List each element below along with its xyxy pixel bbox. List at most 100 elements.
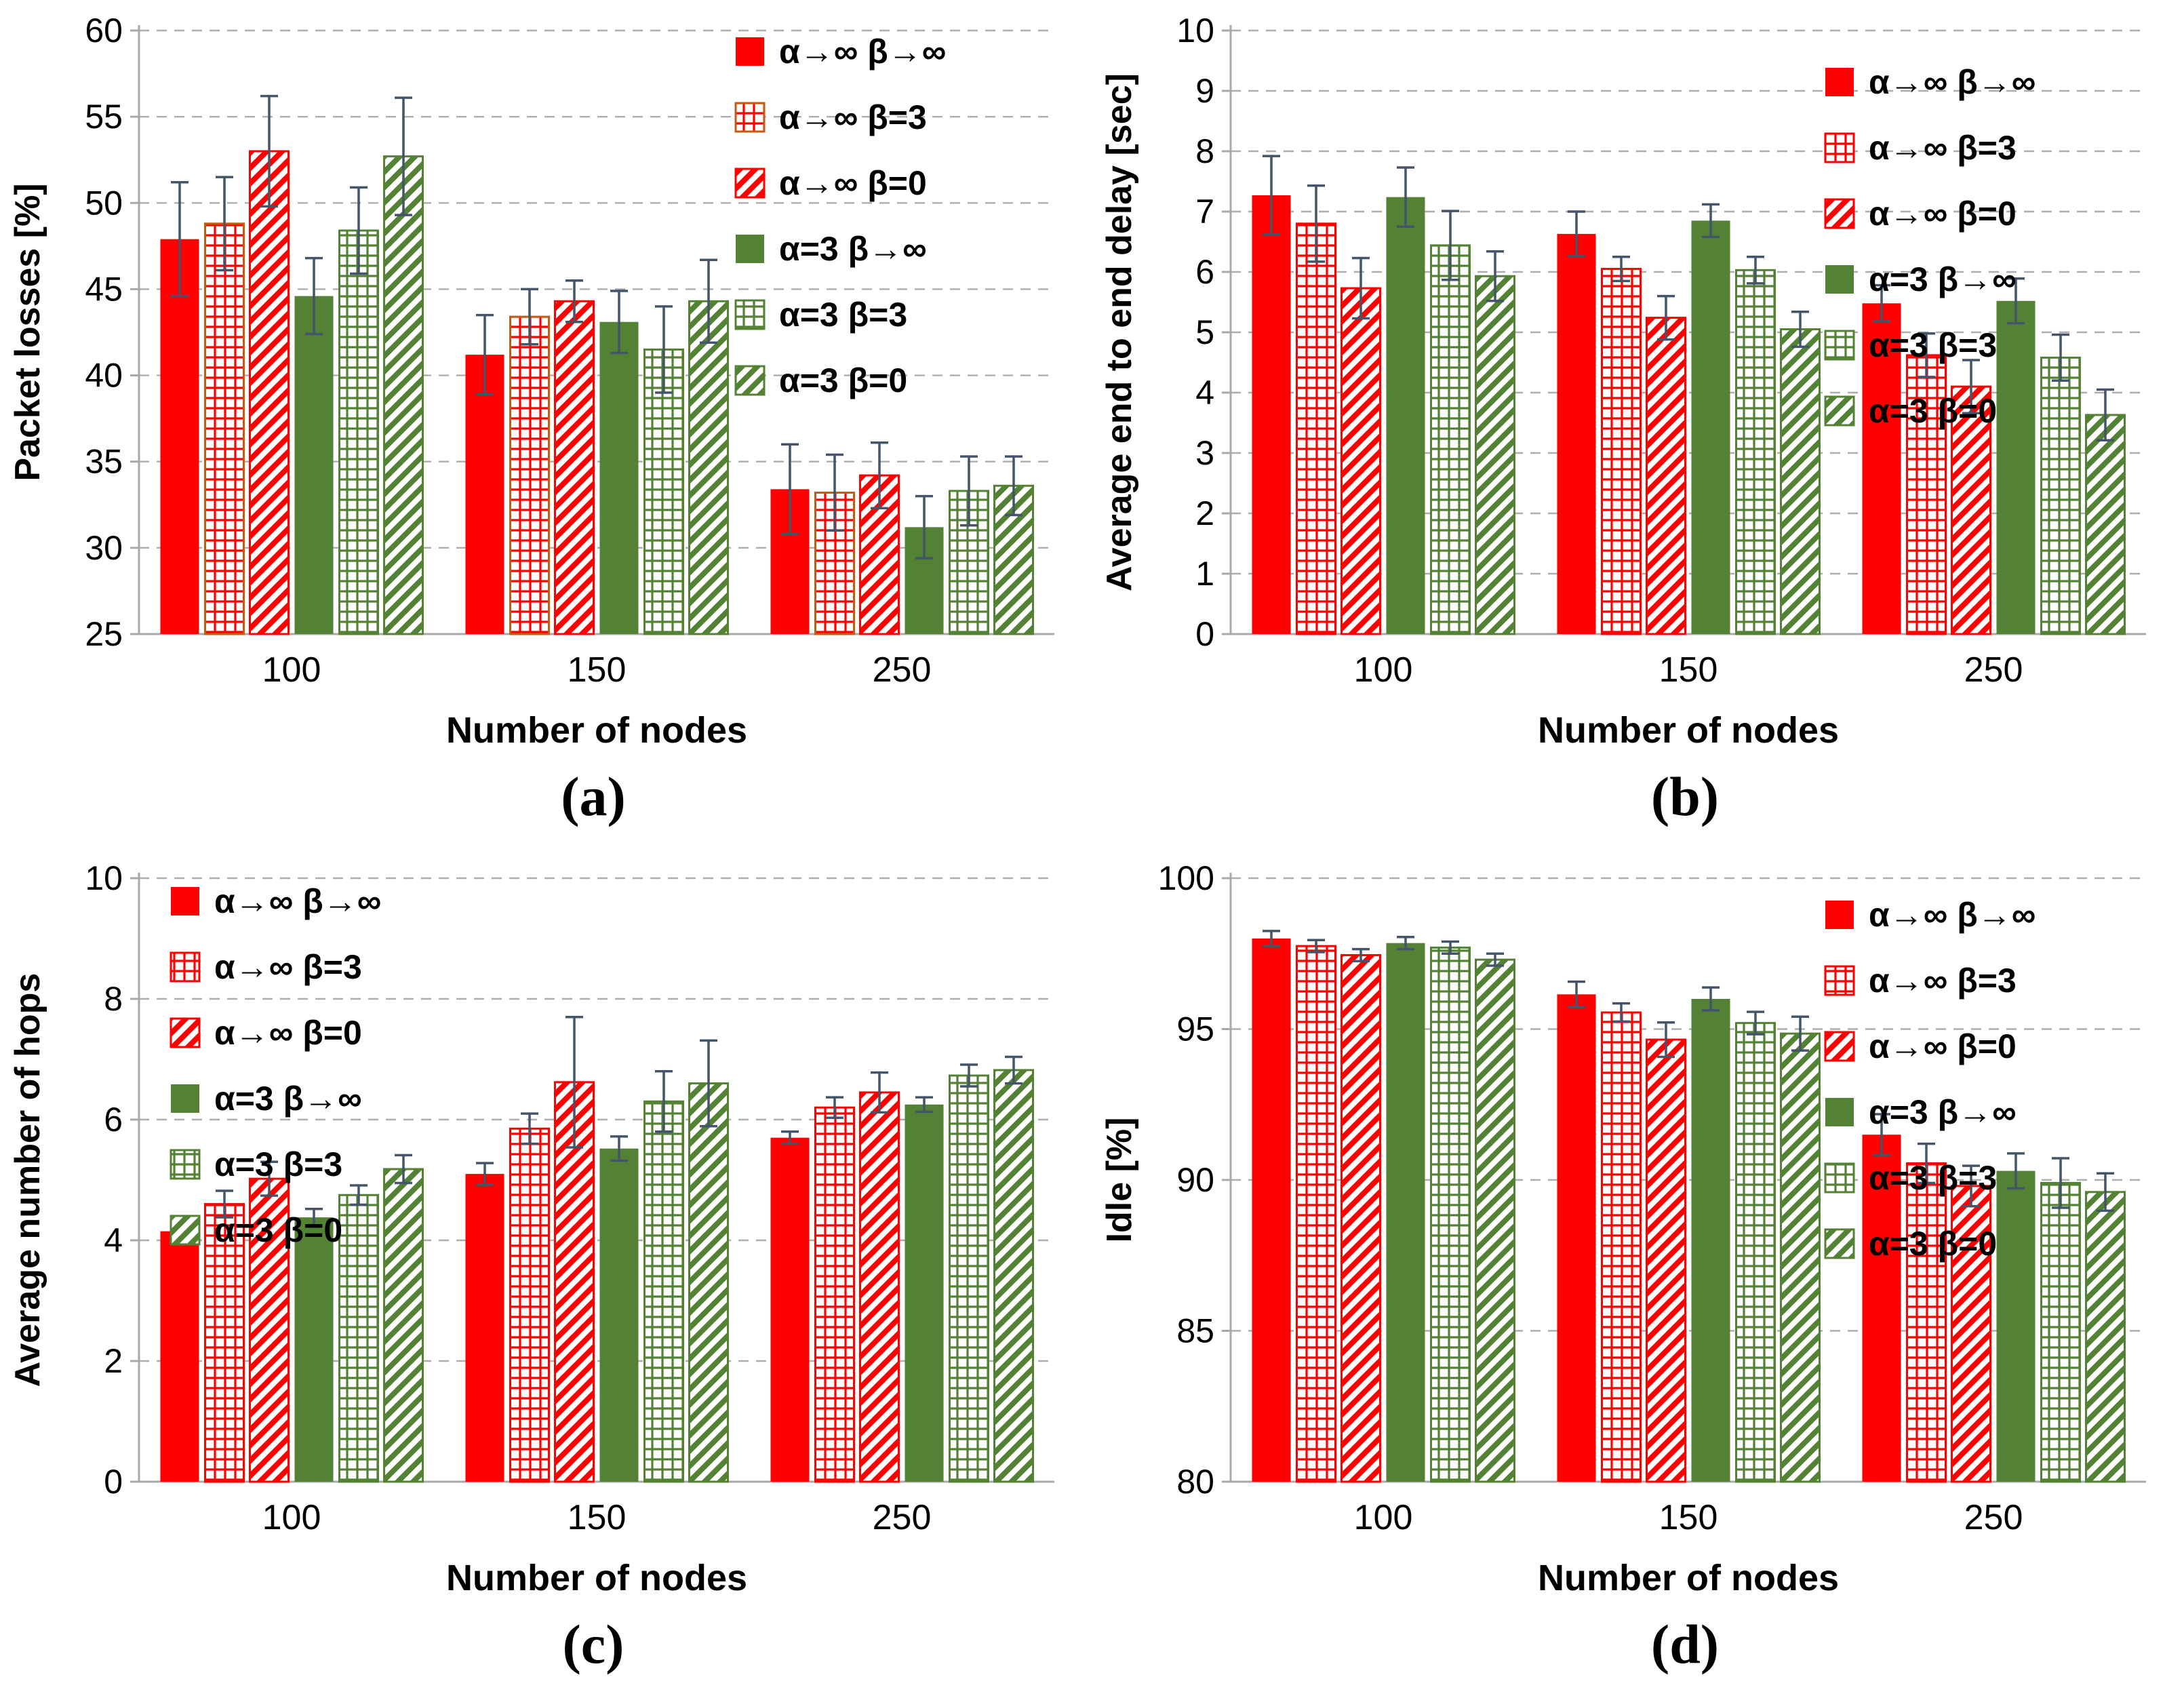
legend-label: α→∞ β=0 (779, 164, 927, 202)
x-tick-label: 100 (1354, 1498, 1413, 1537)
caption-c: (c) (562, 1613, 624, 1675)
bar-red-grid-100 (204, 1203, 245, 1483)
legend-label: α→∞ β=3 (214, 948, 362, 986)
x-tick-label: 250 (873, 650, 932, 690)
gridlines (1231, 877, 2146, 1332)
legend-label: α=3 β→∞ (1869, 1093, 2017, 1131)
gridlines (139, 29, 1054, 549)
legend-label: α→∞ β→∞ (214, 882, 381, 920)
x-axis-labels: 100 150 250 (1354, 650, 2023, 690)
panel-a: 25 30 35 40 45 50 55 60 100 150 250 Number of nodes… (0, 0, 1092, 848)
legend-swatch-green-solid (1825, 1098, 1854, 1126)
legend-label: α=3 β→∞ (1869, 260, 2017, 298)
y-tick-label: 8 (104, 980, 123, 1018)
bar-red-grid-150 (1601, 1011, 1642, 1483)
bar-green-grid-100 (1430, 244, 1471, 635)
error-bars (1263, 155, 2114, 442)
bar-green-grid-150 (1735, 1022, 1776, 1483)
bar-red-grid-150 (509, 315, 550, 635)
x-axis-labels: 100 150 250 (262, 650, 932, 690)
bar-red-solid-250 (1862, 1135, 1901, 1482)
caption-d: (d) (1650, 1613, 1720, 1675)
legend-swatch-green-grid (170, 1149, 201, 1180)
legend-label: α=3 β→∞ (779, 230, 927, 268)
bars (160, 1069, 1034, 1483)
bar-green-solid-150 (1691, 999, 1730, 1482)
legend-swatch-red-grid (170, 951, 201, 983)
bar-red-solid-150 (1557, 233, 1596, 634)
bar-green-grid-150 (643, 1100, 684, 1483)
legend-swatch-red-diag (1824, 1031, 1855, 1062)
bar-red-grid-150 (1601, 268, 1642, 635)
bars (1252, 939, 2126, 1483)
panel-d: 80 85 90 95 100 100 150 250 Number of nodes Idle … (1092, 848, 2183, 1695)
bar-red-diag-250 (1951, 385, 1991, 635)
bar-red-grid-250 (1906, 1162, 1947, 1483)
bar-green-solid-100 (294, 296, 334, 634)
x-axis-labels: 100 150 250 (262, 1498, 932, 1537)
bar-red-solid-100 (1252, 195, 1291, 635)
chart-b: 0 1 2 3 4 5 6 7 8 9 10 100 150 250 Number of nodes Aver… (1100, 12, 2146, 751)
bar-red-diag-250 (1951, 1185, 1991, 1483)
bar-green-grid-100 (338, 229, 379, 635)
legend-label: α=3 β=0 (779, 361, 907, 399)
bar-green-diag-250 (2085, 1191, 2126, 1483)
bar-green-grid-100 (1430, 946, 1471, 1483)
bar-red-solid-100 (160, 239, 199, 635)
y-tick-label: 50 (85, 184, 123, 222)
legend-swatch-red-grid (1824, 132, 1855, 163)
legend-label: α→∞ β=0 (214, 1014, 362, 1052)
y-tick-label: 1 (1195, 555, 1214, 593)
y-axis-ticks: 25 30 35 40 45 50 55 60 (85, 12, 139, 653)
legend-label: α=3 β=0 (214, 1211, 342, 1249)
y-tick-label: 0 (104, 1463, 123, 1501)
y-tick-label: 85 (1176, 1312, 1214, 1350)
chart-a: 25 30 35 40 45 50 55 60 100 150 250 Number of nodes… (8, 12, 1054, 751)
legend-label: α=3 β→∞ (214, 1080, 362, 1118)
y-tick-label: 95 (1176, 1010, 1214, 1048)
legend-swatch-red-solid (736, 37, 764, 66)
bar-green-diag-250 (2085, 414, 2126, 635)
bar-red-solid-150 (1557, 994, 1596, 1482)
legend-swatch-green-diag (170, 1215, 201, 1246)
y-tick-label: 7 (1195, 193, 1214, 231)
legend-label: α=3 β=3 (779, 296, 907, 334)
legend-swatch-green-solid (736, 235, 764, 263)
gridlines (139, 877, 1054, 1362)
x-tick-label: 250 (873, 1498, 932, 1537)
legend-label: α=3 β=3 (1869, 1159, 1997, 1197)
y-axis-ticks: 0 2 4 6 8 10 (85, 859, 139, 1501)
y-tick-label: 40 (85, 357, 123, 395)
y-tick-label: 25 (85, 615, 123, 653)
bar-red-grid-100 (1296, 945, 1336, 1483)
legend-label: α→∞ β=0 (1869, 1027, 2017, 1065)
y-tick-label: 10 (1176, 12, 1214, 50)
bar-green-solid-100 (1386, 197, 1425, 634)
bar-red-grid-100 (1296, 222, 1336, 635)
bar-green-grid-250 (2040, 356, 2081, 635)
bar-green-solid-250 (1996, 300, 2036, 634)
y-tick-label: 2 (1195, 494, 1214, 532)
legend-swatch-red-diag (1824, 198, 1855, 229)
x-axis-title: Number of nodes (1538, 1558, 1839, 1598)
caption-b: (b) (1650, 766, 1720, 827)
error-bars (171, 1015, 1022, 1244)
legend: α→∞ β→∞ α→∞ β=3 α→∞ β=0 α=3 β→∞ α=3 β=3 α=3 β… (1824, 63, 2036, 430)
legend-label: α→∞ β=0 (1869, 195, 2017, 233)
legend: α→∞ β→∞ α→∞ β=3 α→∞ β=0 α=3 β→∞ α=3 β=3 α=3 β… (734, 33, 946, 399)
legend-swatch-red-solid (171, 887, 199, 915)
legend-label: α=3 β=3 (1869, 326, 1997, 364)
x-tick-label: 150 (1659, 650, 1718, 690)
x-tick-label: 250 (1964, 650, 2023, 690)
y-tick-label: 45 (85, 270, 123, 308)
legend-swatch-red-diag (170, 1017, 201, 1048)
legend-label: α→∞ β→∞ (779, 33, 946, 71)
bar-red-diag-150 (554, 1081, 595, 1483)
bar-green-grid-150 (1735, 269, 1776, 635)
x-tick-label: 100 (1354, 650, 1413, 690)
legend-swatch-green-diag (734, 365, 766, 396)
bar-green-diag-150 (688, 1082, 729, 1483)
bar-green-grid-250 (949, 1074, 989, 1483)
bar-green-diag-100 (1475, 275, 1515, 635)
y-axis-title: Packet losses [%] (8, 183, 47, 481)
